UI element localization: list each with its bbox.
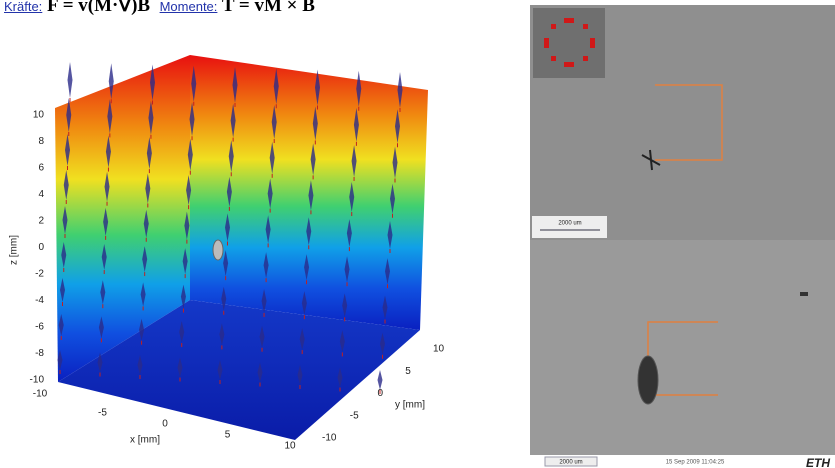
camera-bottom xyxy=(530,240,835,455)
y-tick-label: 0 xyxy=(378,388,384,399)
x-axis-label: x [mm] xyxy=(130,435,160,446)
object-bottom xyxy=(638,356,658,404)
y-tick-label: -5 xyxy=(350,410,359,421)
speck xyxy=(800,292,808,296)
x-tick-label: -10 xyxy=(33,389,48,400)
scale-text: 2000 um xyxy=(558,221,581,227)
y-tick-label: -10 xyxy=(322,433,337,444)
field-arrow xyxy=(68,62,73,98)
z-tick-label: -2 xyxy=(35,269,44,280)
y-tick-label: 5 xyxy=(405,366,411,377)
z-tick-label: -8 xyxy=(35,348,44,359)
x-tick-label: 10 xyxy=(284,441,296,452)
x-tick-label: 0 xyxy=(162,419,168,430)
x-tick-label: 5 xyxy=(225,430,231,441)
slide: Kräfte: F = v(M·∇)B Momente: T = vM × B … xyxy=(0,0,835,468)
logo: ETH xyxy=(806,456,830,468)
field-arrow xyxy=(378,370,383,390)
scale-text: 2000 um xyxy=(559,460,582,466)
timestamp: 15 Sep 2009 11:04:25 xyxy=(666,460,725,466)
z-axis-label: z [mm] xyxy=(9,235,20,265)
z-tick-label: 2 xyxy=(38,216,44,227)
z-tick-label: 4 xyxy=(38,189,44,200)
y-axis-label: y [mm] xyxy=(395,400,425,411)
z-tick-label: -6 xyxy=(35,322,44,333)
z-tick-label: 0 xyxy=(38,242,44,253)
z-tick-label: -10 xyxy=(30,375,45,386)
x-tick-label: -5 xyxy=(98,408,107,419)
z-tick-label: 8 xyxy=(38,136,44,147)
scale-box-top xyxy=(532,216,607,238)
z-tick-label: 6 xyxy=(38,163,44,174)
z-tick-label: -4 xyxy=(35,295,44,306)
particle xyxy=(213,240,223,260)
y-tick-label: 10 xyxy=(433,344,445,355)
figure: z [mm] x [mm] y [mm] 2000 um 2000 um 15 … xyxy=(0,0,835,468)
z-tick-label: 10 xyxy=(33,110,45,121)
